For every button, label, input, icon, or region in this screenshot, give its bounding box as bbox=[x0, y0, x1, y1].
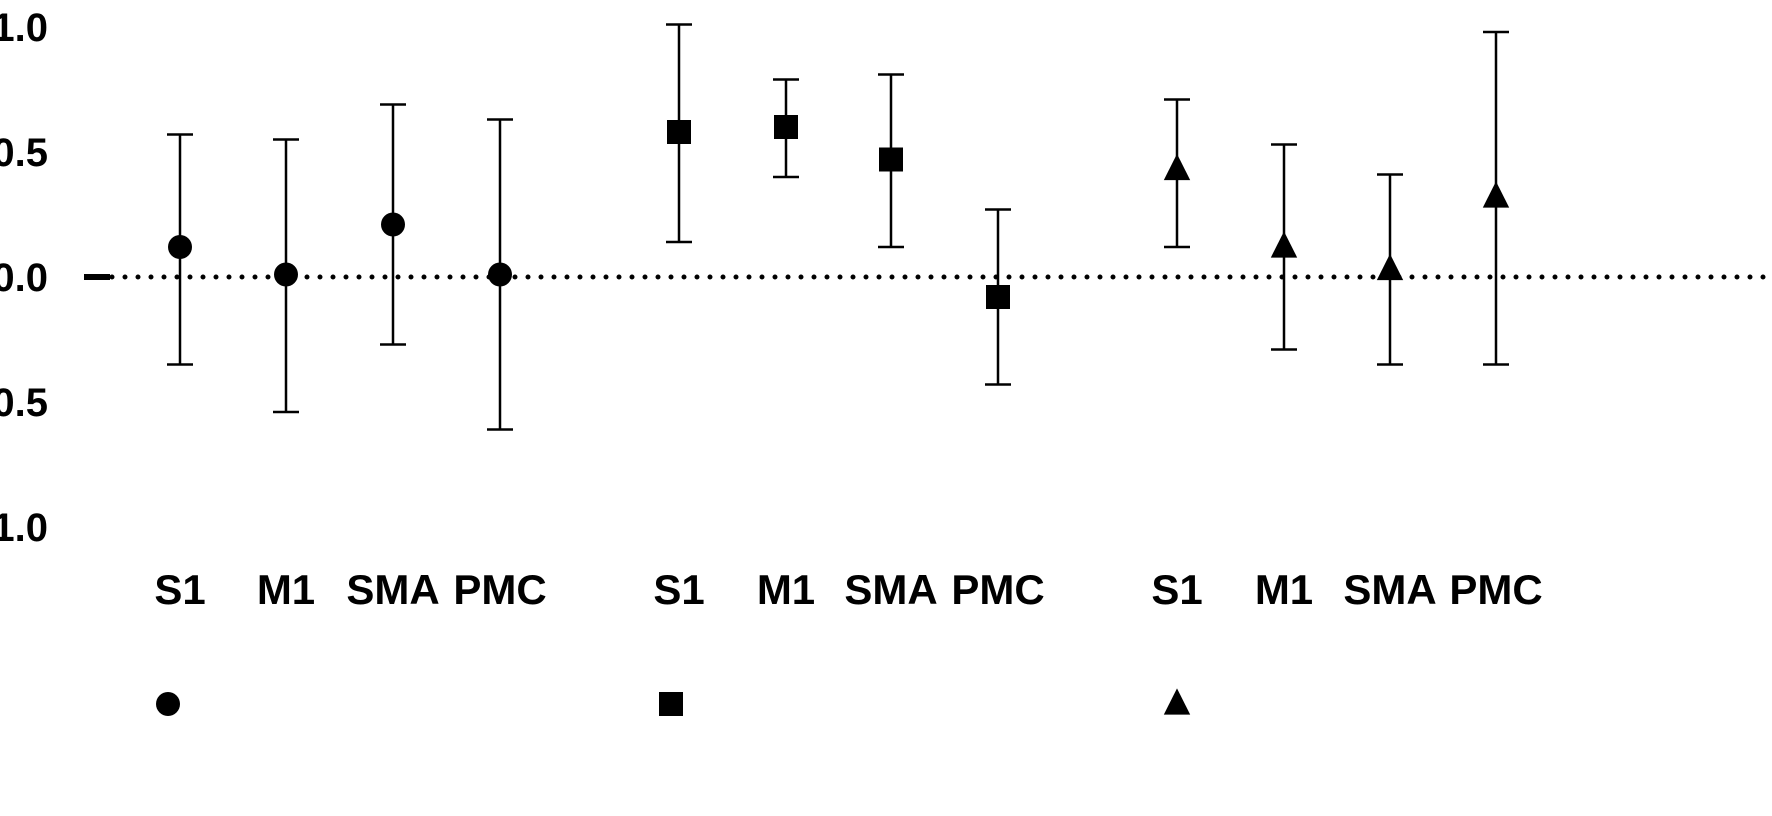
y-tick-label: 0.5 bbox=[0, 131, 48, 175]
y-axis: 1.0 0.5 0.0 -0.5 -1.0 bbox=[0, 6, 110, 550]
category-label: S1 bbox=[154, 566, 205, 613]
category-label: PMC bbox=[1449, 566, 1542, 613]
square-data-point bbox=[879, 147, 903, 172]
data-markers bbox=[168, 115, 1510, 309]
circle-data-point bbox=[168, 235, 192, 259]
y-tick-label: -0.5 bbox=[0, 381, 48, 425]
error-bars bbox=[167, 23, 1509, 431]
category-label: SMA bbox=[1343, 566, 1436, 613]
triangle-data-point bbox=[1376, 253, 1404, 281]
circle-series-marker bbox=[156, 692, 180, 716]
y-tick-label: 0.0 bbox=[0, 256, 48, 300]
circle-data-point bbox=[381, 212, 405, 237]
square-data-point bbox=[667, 120, 691, 144]
triangle-data-point bbox=[1163, 153, 1191, 181]
triangle-series-marker bbox=[1163, 688, 1191, 715]
category-label: M1 bbox=[1255, 566, 1313, 613]
square-data-point bbox=[774, 115, 798, 139]
category-labels: S1 M1 SMA PMC S1 M1 SMA PMC S1 M1 SMA PMC bbox=[154, 566, 1542, 613]
category-label: S1 bbox=[1151, 566, 1202, 613]
triangle-data-point bbox=[1482, 181, 1510, 208]
circle-data-point bbox=[274, 262, 298, 287]
category-label: SMA bbox=[844, 566, 937, 613]
square-data-point bbox=[986, 285, 1010, 309]
series-markers-row bbox=[156, 688, 1191, 716]
y-tick-label: -1.0 bbox=[0, 506, 48, 550]
category-label: M1 bbox=[257, 566, 315, 613]
circle-data-point bbox=[488, 262, 512, 287]
y-tick-label: 1.0 bbox=[0, 6, 48, 50]
category-label: S1 bbox=[653, 566, 704, 613]
category-label: M1 bbox=[757, 566, 815, 613]
triangle-data-point bbox=[1270, 231, 1298, 258]
category-label: PMC bbox=[453, 566, 546, 613]
category-label: SMA bbox=[346, 566, 439, 613]
category-label: PMC bbox=[951, 566, 1044, 613]
square-series-marker bbox=[659, 692, 683, 716]
